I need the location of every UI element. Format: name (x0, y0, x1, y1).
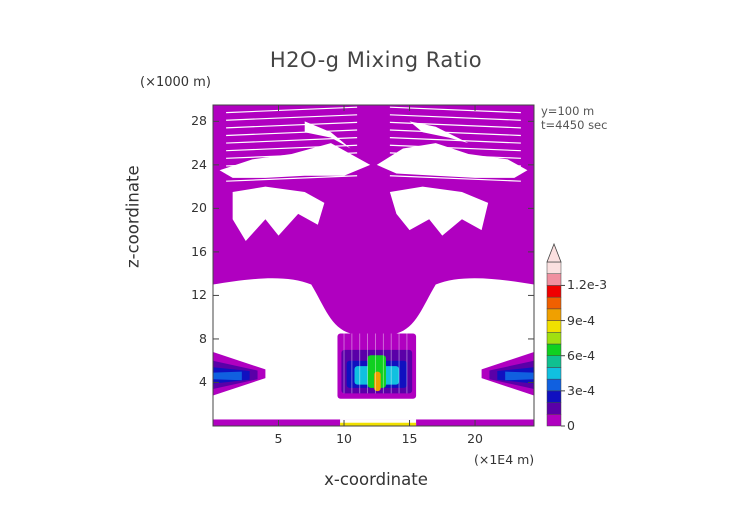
colorbar-extend-arrow (546, 242, 562, 263)
colorbar-tick-label: 3e-4 (567, 382, 596, 398)
wave-stripe (226, 114, 358, 121)
colorbar-swatch (546, 343, 562, 356)
colorbar-swatch (546, 308, 562, 321)
central-core (337, 333, 417, 399)
wave-stripe (226, 137, 358, 144)
wave-stripe (226, 129, 358, 137)
colorbar-tick-label: 9e-4 (567, 312, 596, 328)
x-tick-label: 15 (401, 431, 418, 446)
y-tick-label: 16 (191, 243, 207, 259)
x-tick-label: 10 (336, 431, 352, 446)
colorbar-swatch (546, 261, 562, 274)
right-side-band (481, 352, 534, 396)
left-side-band (213, 352, 266, 396)
colorbar-tick-label: 0 (567, 418, 575, 433)
wave-stripe (226, 152, 358, 159)
core-layer (367, 355, 386, 388)
wave-stripe (226, 175, 358, 182)
wave-stripe (226, 144, 358, 152)
colorbar-swatch (546, 390, 562, 403)
y-tick-label: 4 (199, 374, 207, 390)
x-axis-label: x-coordinate (0, 470, 752, 489)
colorbar-swatch (546, 320, 562, 333)
colorbar-swatch (546, 378, 562, 392)
band-layer (505, 371, 534, 381)
colorbar-swatch (546, 355, 562, 368)
chart-title: H2O-g Mixing Ratio (269, 48, 483, 72)
annotation-y-position: y=100 m (541, 104, 595, 118)
wave-stripe (389, 114, 521, 121)
wave-stripe (389, 167, 521, 175)
x-axis-label-text: x-coordinate (324, 470, 428, 489)
colorbar-tick-label: 6e-4 (567, 347, 596, 363)
wave-stripe (389, 137, 521, 144)
wave-stripe (389, 106, 521, 114)
axis-ticks (213, 105, 534, 426)
colorbar-swatch (546, 402, 562, 415)
colorbar (546, 242, 565, 427)
dry-region-2 (389, 186, 489, 236)
x-tick-label: 20 (467, 431, 483, 446)
plot-border (212, 104, 535, 427)
y-tick-label: 20 (191, 200, 207, 216)
colorbar-tick-label: 1.2e-3 (567, 277, 608, 293)
y-tick-label: 28 (191, 113, 207, 129)
wave-stripe (389, 175, 521, 182)
heatmap-field (213, 105, 534, 426)
x-axis-unit: (×1E4 m) (474, 452, 535, 467)
colorbar-swatch (546, 367, 562, 380)
y-tick-label: 12 (191, 287, 207, 303)
wave-stripe (226, 106, 358, 114)
wave-stripe (389, 144, 521, 152)
annotation-time: t=4450 sec (541, 118, 608, 132)
colorbar-swatch (546, 285, 562, 298)
x-tick-label: 5 (274, 431, 283, 446)
wave-stripe (389, 121, 521, 129)
colorbar-swatch (546, 273, 562, 286)
wave-stripe (389, 152, 521, 159)
y-tick-label: 8 (199, 330, 207, 346)
colorbar-swatch (546, 414, 562, 427)
dry-region-5 (304, 121, 351, 149)
colorbar-swatch (546, 296, 562, 310)
dry-region-1 (232, 186, 325, 242)
y-tick-label: 24 (191, 156, 207, 172)
y-axis-unit: (×1000 m) (140, 75, 211, 90)
wave-stripe (226, 167, 358, 175)
wave-stripe (389, 129, 521, 137)
surface-core (340, 422, 417, 426)
band-layer (213, 371, 242, 381)
wave-stripe (226, 121, 358, 129)
wave-stripe (389, 159, 521, 167)
wave-stripe (226, 159, 358, 167)
colorbar-swatch (546, 332, 562, 345)
plot-frame (212, 104, 535, 427)
